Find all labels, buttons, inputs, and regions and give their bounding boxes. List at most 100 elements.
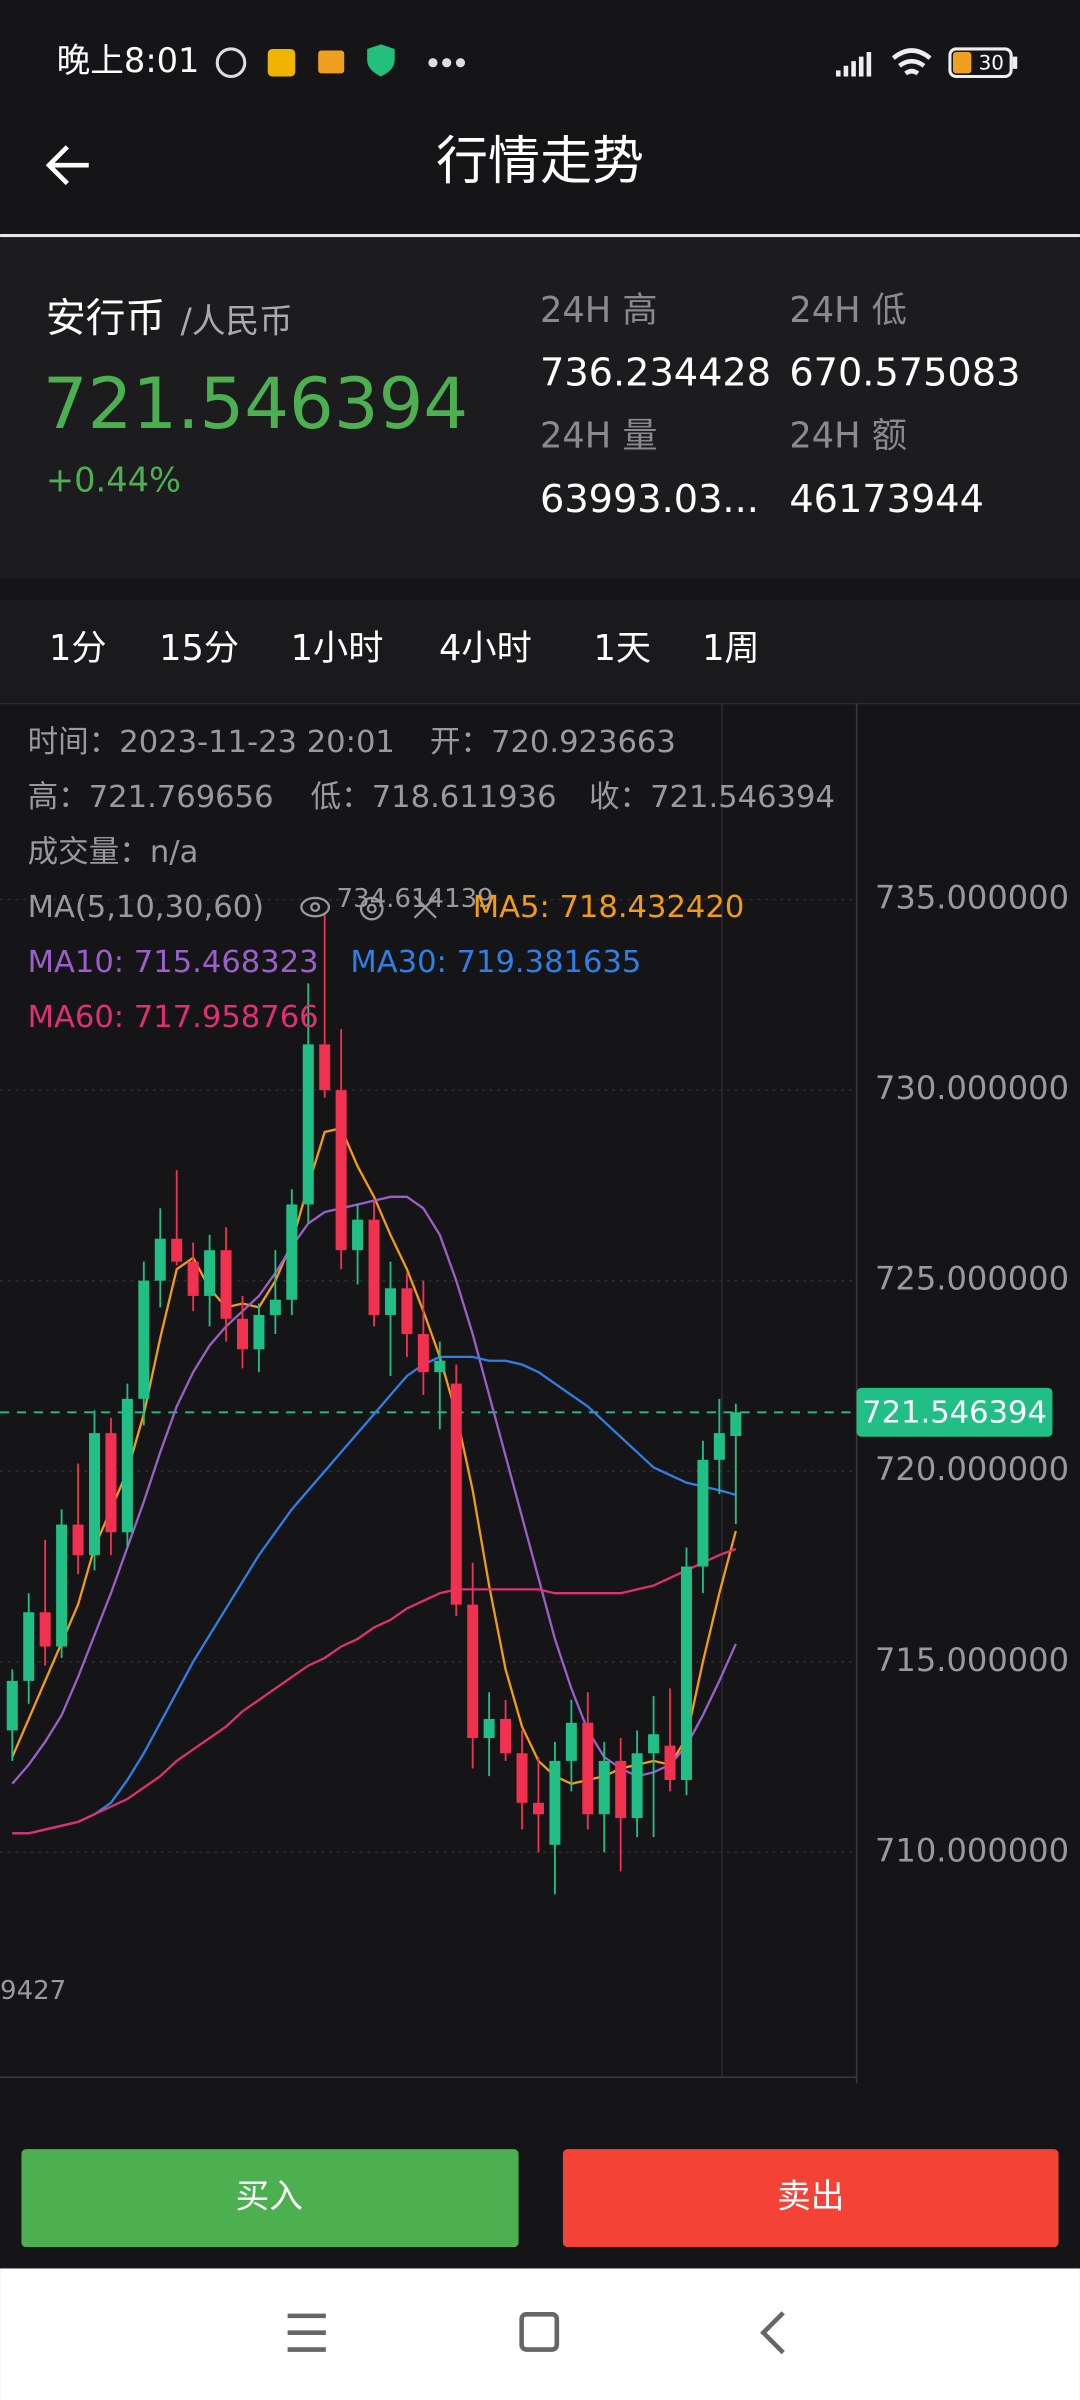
candle-body [664,1745,676,1780]
candle-body [88,1433,100,1556]
page-title: 行情走势 [436,132,644,192]
last-price-box [856,1387,1053,1437]
candle-body [236,1318,248,1350]
stat-value: 46173944 [789,478,984,522]
interval-tab[interactable]: 1天 [594,628,652,669]
high-marker: 734.614139 [337,884,494,914]
candle-body [72,1524,84,1556]
candle-body [565,1722,577,1761]
candle-body [697,1459,709,1567]
candle-body [680,1566,692,1780]
candle-body [352,1219,364,1251]
candle-body [532,1802,544,1815]
candle-body [384,1288,396,1315]
summary-panel [0,238,1080,579]
candle-body [105,1433,117,1533]
info-low: 低：718.611936 [311,780,557,815]
y-tick-label: 710.000000 [875,1831,1069,1869]
interval-tab[interactable]: 1周 [702,628,760,669]
candle-body [483,1718,495,1739]
quote-currency: /人民币 [181,301,293,340]
candle-body [187,1261,199,1296]
candle-body [204,1250,216,1296]
status-icons [215,44,1018,79]
y-tick-label: 715.000000 [875,1641,1069,1679]
candle-body [138,1280,150,1399]
stat-label: 24H 量 [540,415,658,456]
low-marker: 9427 [0,1976,66,2006]
interval-tab[interactable]: 4小时 [439,628,532,669]
interval-tab[interactable]: 1小时 [291,628,384,669]
candle-body [253,1314,265,1350]
legend-entry: MA60: 717.958766 [28,1000,319,1035]
stat-value: 63993.03... [540,478,759,522]
info-open: 开：720.923663 [430,725,676,760]
candle-body [56,1524,68,1647]
menu-button[interactable] [287,2313,326,2352]
home-button[interactable] [519,2312,560,2352]
legend-entry: MA30: 719.381635 [350,945,641,980]
candle-body [434,1360,446,1373]
candle-body [171,1238,183,1262]
legend-entry: MA10: 715.468323 [28,945,319,980]
stat-value: 670.575083 [789,351,1020,395]
candle-body [500,1718,512,1754]
back-nav-button[interactable] [760,2311,785,2355]
price-change: +0.44% [46,460,181,499]
candle-body [319,1044,331,1091]
candle-body [450,1383,462,1605]
stat-value: 736.234428 [540,351,771,395]
candle-body [648,1734,660,1754]
info-high: 高：721.769656 [28,780,274,815]
ma-line [12,1355,737,1835]
info-time: 时间：2023-11-23 20:01 [28,725,395,760]
candle-body [302,1044,314,1205]
status-time: 晚上8:01 [57,41,200,80]
candle-body [39,1612,51,1647]
candle-body [730,1412,742,1437]
ma-title: MA(5,10,30,60) [28,890,265,925]
stat-label: 24H 额 [789,415,907,456]
interval-tab[interactable]: 15分 [159,628,239,669]
coin-name: 安行币 [46,296,165,342]
candle-body [23,1612,35,1681]
y-tick-label: 720.000000 [875,1450,1069,1488]
candle-body [549,1760,561,1845]
candle-body [401,1288,413,1335]
y-tick-label: 730.000000 [875,1069,1069,1107]
candle-body [713,1433,725,1460]
current-price: 721.546394 [43,363,468,445]
last-price-label: 721.546394 [862,1395,1047,1430]
y-tick-label: 735.000000 [875,879,1069,917]
ma-line [12,1547,737,1835]
battery-level: 30 [979,52,1004,75]
candle-body [582,1722,594,1815]
buy-label: 买入 [236,2177,303,2216]
buy-button[interactable] [21,2149,519,2248]
nav-bar [0,2268,1080,2400]
candle-body [154,1238,166,1281]
candle-body [615,1760,627,1819]
candle-body [417,1334,429,1373]
stat-label: 24H 低 [789,290,907,331]
sell-label: 卖出 [777,2177,844,2216]
back-button[interactable] [45,145,89,186]
sell-button[interactable] [562,2149,1059,2248]
legend-icons[interactable] [300,895,437,921]
info-close: 收：721.546394 [589,780,835,815]
interval-bar [0,599,1080,703]
candle-body [220,1250,232,1319]
interval-tab[interactable]: 1分 [49,628,107,669]
candle-body [368,1219,380,1315]
candle-body [121,1398,133,1533]
info-volume: 成交量：n/a [28,835,199,870]
candle-body [516,1753,528,1803]
candle-body [631,1753,643,1819]
candle-body [335,1090,347,1251]
stat-label: 24H 高 [540,290,658,331]
candle-body [6,1680,18,1731]
y-tick-label: 725.000000 [875,1260,1069,1298]
candle-body [598,1760,610,1815]
